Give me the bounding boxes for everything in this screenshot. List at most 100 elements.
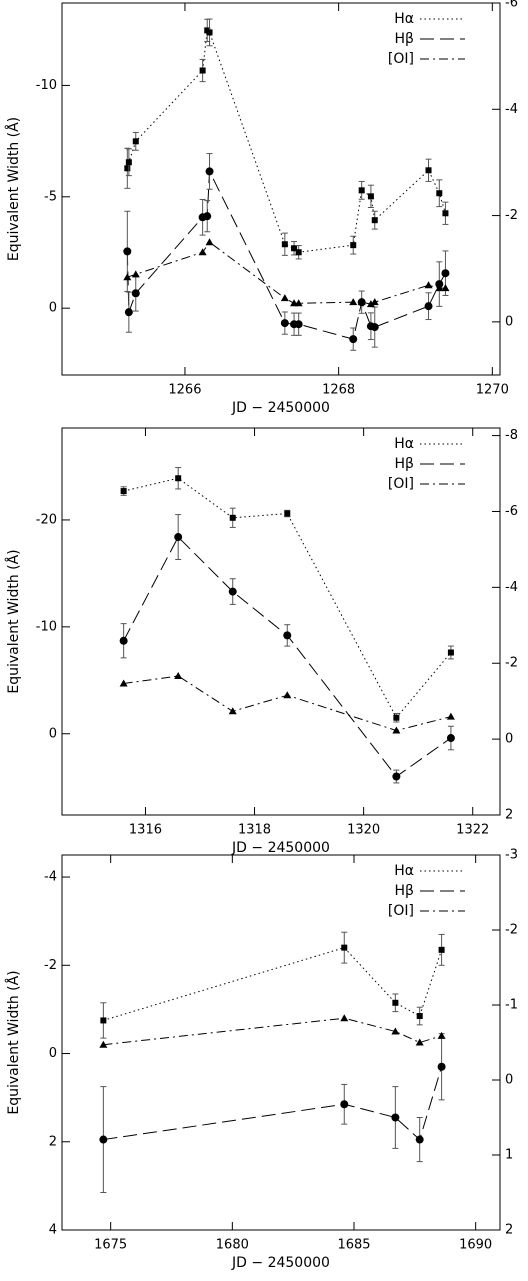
x-tick-label: 1268 [322, 383, 355, 398]
series-line [123, 477, 452, 719]
data-point [340, 1100, 349, 1109]
y-tick-label: 0 [49, 301, 57, 316]
y-axis-label: Equivalent Width (Å) [5, 970, 22, 1114]
data-point [415, 1135, 424, 1144]
data-point [228, 707, 237, 715]
data-point [175, 475, 182, 482]
y-tick-label: 0 [49, 1046, 57, 1061]
data-point [350, 242, 357, 249]
y2-tick-label: -4 [505, 102, 518, 117]
data-point [424, 302, 433, 311]
data-point [349, 335, 358, 344]
data-point [205, 167, 214, 176]
y-tick-label: 4 [49, 1223, 57, 1238]
y2-tick-label: 2 [505, 1223, 513, 1238]
data-point [132, 138, 139, 145]
data-point [349, 298, 358, 306]
y2-tick-label: -2 [505, 923, 518, 938]
panel: 1675 1680 1685 1690 -4 -2 0 2 4 -3 -2 -1 0 1 2 JD − 245… [5, 848, 518, 1272]
legend-label: Hα [394, 863, 414, 879]
data-point [124, 308, 133, 317]
y-tick-label: -20 [36, 512, 57, 527]
plot-frame [61, 427, 501, 816]
y2-tick-label: -2 [505, 208, 518, 223]
data-point [174, 533, 183, 542]
plot-frame [61, 2, 501, 376]
data-point [281, 241, 288, 248]
legend-label: Hβ [395, 456, 414, 472]
data-point [125, 159, 132, 166]
legend-label: [OI] [388, 903, 414, 919]
data-point [392, 999, 399, 1006]
x-tick-label: 1316 [129, 823, 162, 838]
data-point [294, 320, 303, 329]
legend-label: Hβ [395, 31, 414, 47]
data-point [392, 726, 401, 734]
data-point [174, 672, 183, 680]
data-point [120, 488, 127, 495]
data-point [124, 165, 131, 172]
data-point [123, 273, 132, 281]
x-axis-label: JD − 2450000 [231, 1255, 330, 1271]
data-point [99, 1135, 108, 1144]
legend-label: Hα [394, 436, 414, 452]
data-point [119, 636, 128, 645]
data-point [228, 587, 237, 596]
x-tick-label: 1266 [168, 383, 201, 398]
x-tick-label: 1685 [337, 1238, 370, 1253]
data-point [358, 187, 365, 194]
y-tick-label: 2 [49, 1134, 57, 1149]
data-point [438, 946, 445, 953]
y2-tick-label: -4 [505, 580, 518, 595]
y-tick-label: -10 [36, 619, 57, 634]
data-point [425, 167, 432, 174]
data-point [370, 298, 379, 306]
plot-frame [61, 854, 501, 1231]
series-line [103, 947, 443, 1021]
data-point [203, 212, 212, 221]
data-point [370, 323, 379, 332]
data-point [291, 245, 298, 252]
legend-label: [OI] [388, 476, 414, 492]
y2-tick-label: 0 [505, 314, 513, 329]
data-point [295, 249, 302, 256]
data-point [367, 193, 374, 200]
data-point [294, 299, 303, 307]
y2-tick-label: -3 [505, 848, 518, 863]
data-point [437, 1062, 446, 1071]
y2-tick-label: -8 [505, 428, 518, 443]
data-point [283, 691, 292, 699]
y2-tick-label: -6 [505, 0, 518, 11]
data-point [205, 238, 214, 246]
data-point [229, 514, 236, 521]
panel: 1266 1268 1270 -10 -5 0 -6 -4 -2 0 JD − 2450000 Equ… [5, 0, 518, 416]
series-line [127, 241, 446, 305]
series-line [123, 675, 452, 732]
data-point [446, 712, 455, 720]
data-point [131, 270, 140, 278]
legend-label: [OI] [388, 51, 414, 67]
y-tick-label: -5 [44, 189, 57, 204]
data-point [199, 67, 206, 74]
y-tick-label: -4 [44, 870, 57, 885]
y-axis-label: Equivalent Width (Å) [5, 117, 22, 261]
data-point [280, 294, 289, 302]
data-point [447, 649, 454, 656]
y2-tick-label: 1 [505, 1148, 513, 1163]
data-point [100, 1017, 107, 1024]
data-point [284, 510, 291, 517]
y-tick-label: 0 [49, 726, 57, 741]
data-point [437, 1031, 446, 1039]
data-point [131, 289, 140, 298]
data-point [435, 284, 444, 292]
x-tick-label: 1690 [459, 1238, 492, 1253]
data-point [123, 247, 132, 256]
x-axis-label: JD − 2450000 [231, 840, 330, 856]
data-point [283, 631, 292, 640]
data-point [441, 284, 450, 292]
y2-tick-label: 0 [505, 732, 513, 747]
y-axis-label: Equivalent Width (Å) [5, 549, 22, 693]
x-tick-label: 1270 [476, 383, 509, 398]
